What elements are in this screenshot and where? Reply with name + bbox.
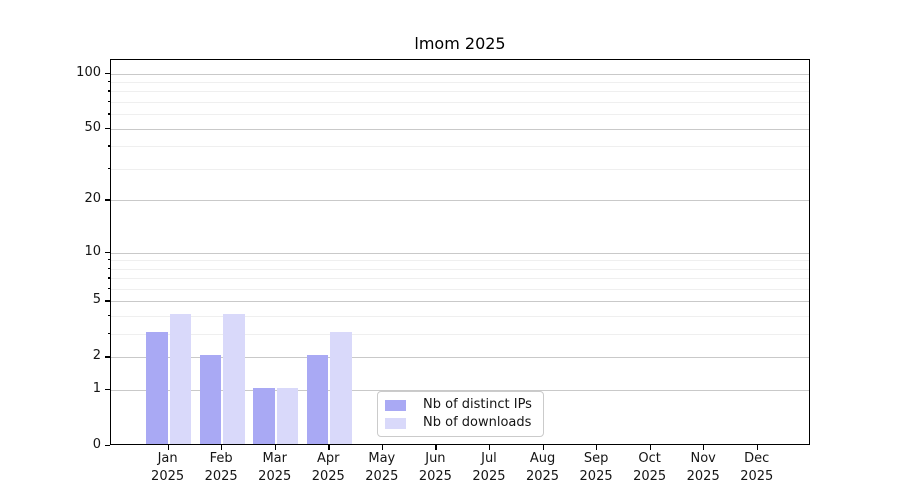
x-tick-mark [381, 445, 384, 450]
gridline-minor [111, 288, 809, 290]
y-minor-tick-mark [107, 90, 110, 92]
y-tick-label: 10 [84, 243, 101, 259]
gridline-minor [111, 82, 809, 83]
gridline-major [111, 200, 809, 202]
y-tick-mark [105, 199, 110, 201]
x-tick-label: Jan 2025 [151, 451, 185, 484]
gridline-minor [111, 168, 809, 170]
gridline-minor [111, 146, 809, 148]
x-tick-mark [649, 445, 651, 450]
x-tick-label: Dec 2025 [740, 451, 774, 484]
y-minor-tick-mark [107, 267, 110, 269]
y-tick-label: 20 [84, 191, 101, 207]
gridline-minor [111, 102, 809, 104]
x-tick-label: Jun 2025 [418, 451, 452, 484]
x-tick-mark [221, 445, 223, 450]
x-tick-mark [328, 445, 330, 450]
y-tick-label: 1 [92, 381, 101, 397]
y-minor-tick-mark [107, 333, 110, 335]
x-tick-mark [435, 445, 437, 450]
gridline-major [111, 73, 809, 75]
legend-label: Nb of distinct IPs [423, 397, 532, 412]
x-tick-mark [274, 445, 277, 450]
bar-nb-of-downloads-jan-2025 [169, 314, 191, 444]
gridline-minor [111, 114, 809, 116]
gridline-minor [111, 334, 809, 336]
bar-nb-of-distinct-ips-feb-2025 [199, 355, 222, 444]
y-minor-tick-mark [107, 287, 110, 290]
y-tick-label: 2 [92, 348, 101, 364]
chart-title: lmom 2025 [414, 34, 506, 53]
y-tick-mark [105, 300, 110, 302]
x-tick-mark [703, 445, 705, 450]
bar-nb-of-downloads-apr-2025 [330, 332, 352, 444]
y-tick-mark [105, 389, 110, 391]
y-minor-tick-mark [107, 259, 110, 261]
y-tick-mark [105, 356, 110, 358]
gridline-major [111, 357, 809, 359]
plot-area [110, 59, 810, 445]
gridline-minor [111, 278, 809, 280]
bar-nb-of-distinct-ips-mar-2025 [253, 388, 275, 444]
bar-nb-of-distinct-ips-jan-2025 [146, 332, 168, 444]
x-tick-label: Mar 2025 [258, 451, 292, 484]
gridline-major [111, 128, 809, 130]
legend-label: Nb of downloads [423, 415, 532, 430]
y-minor-tick-mark [107, 167, 110, 170]
gridline-minor [111, 268, 809, 270]
y-minor-tick-mark [107, 145, 110, 147]
x-tick-label: May 2025 [365, 451, 399, 484]
x-tick-label: Jul 2025 [472, 451, 506, 484]
gridline-minor [111, 260, 809, 262]
bar-nb-of-downloads-mar-2025 [276, 388, 299, 444]
y-tick-label: 0 [92, 437, 101, 452]
y-tick-label: 100 [76, 64, 101, 80]
x-tick-mark [542, 445, 544, 450]
legend-entry-nb-of-distinct-ips: Nb of distinct IPs [385, 397, 535, 413]
x-tick-label: Aug 2025 [525, 451, 560, 484]
legend: Nb of distinct IPs Nb of downloads [377, 391, 544, 437]
x-tick-label: Nov 2025 [686, 451, 720, 484]
y-minor-tick-mark [107, 81, 110, 83]
gridline-major [111, 390, 809, 392]
y-tick-label: 5 [92, 292, 101, 308]
y-minor-tick-mark [107, 315, 110, 317]
x-tick-label: Apr 2025 [311, 451, 345, 484]
x-tick-mark [596, 445, 598, 450]
y-minor-tick-mark [107, 101, 110, 103]
gridline-minor [111, 91, 809, 93]
x-tick-label: Feb 2025 [204, 451, 238, 484]
y-tick-mark [105, 251, 110, 253]
gridline-minor [111, 316, 809, 318]
y-tick-mark [105, 72, 110, 74]
bar-nb-of-distinct-ips-apr-2025 [306, 355, 329, 444]
y-minor-tick-mark [107, 113, 110, 115]
x-tick-mark [167, 445, 169, 450]
gridline-major [111, 252, 809, 254]
legend-entry-nb-of-downloads: Nb of downloads [385, 415, 535, 431]
legend-swatch-nb-of-distinct-ips [385, 399, 406, 411]
x-tick-mark [488, 445, 491, 450]
y-tick-mark [105, 127, 110, 130]
x-tick-mark [756, 445, 759, 450]
y-tick-label: 50 [84, 119, 101, 135]
y-tick-mark [105, 445, 110, 447]
x-tick-label: Sep 2025 [579, 451, 613, 484]
bar-nb-of-downloads-feb-2025 [223, 314, 245, 444]
legend-swatch-nb-of-downloads [385, 417, 406, 429]
gridline-major [111, 301, 809, 303]
x-tick-label: Oct 2025 [633, 451, 667, 484]
y-minor-tick-mark [107, 277, 110, 279]
